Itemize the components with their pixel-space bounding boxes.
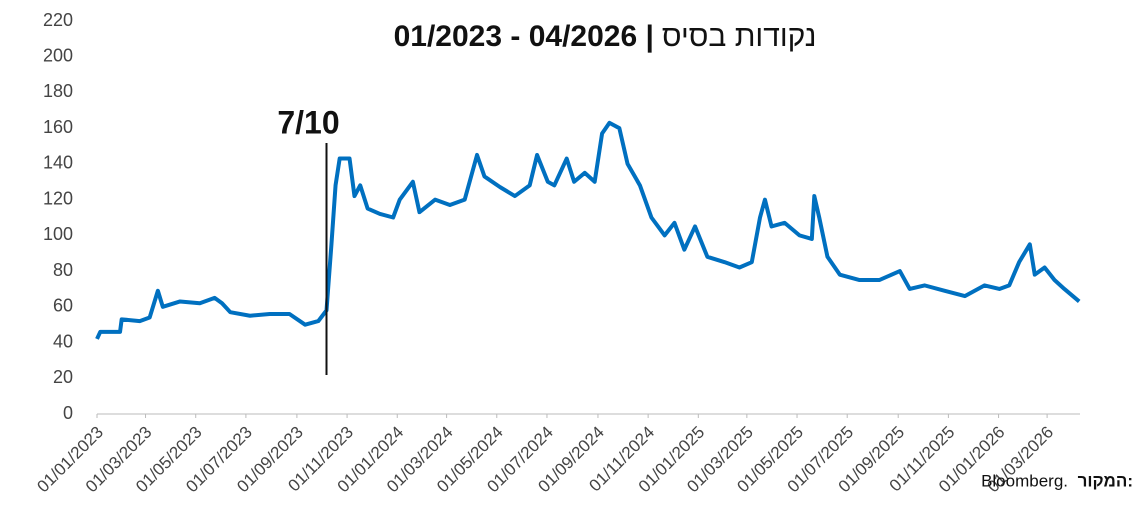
source: Bloomberg.	[981, 471, 1068, 490]
chart-title: 01/2023 - 04/2026 | נקודות בסיס	[394, 20, 817, 53]
y-tick-label: 80	[53, 260, 73, 280]
y-tick-label: 120	[43, 188, 73, 208]
title-dates: 01/2023 - 04/2026 |	[394, 20, 654, 53]
annotation-text: 7/10	[277, 104, 339, 140]
y-tick-label: 180	[43, 81, 73, 101]
y-tick-label: 20	[53, 367, 73, 387]
y-tick-label: 200	[43, 45, 73, 65]
y-tick-label: 220	[43, 10, 73, 30]
series-line	[95, 120, 1081, 340]
y-tick-label: 100	[43, 224, 73, 244]
y-tick-label: 60	[53, 296, 73, 316]
title-units: נקודות בסיס	[662, 20, 817, 53]
y-tick-label: 0	[63, 403, 73, 423]
y-tick-label: 40	[53, 331, 73, 351]
source-label: המקור:	[1078, 471, 1133, 490]
y-tick-label: 140	[43, 153, 73, 173]
y-tick-label: 160	[43, 117, 73, 137]
